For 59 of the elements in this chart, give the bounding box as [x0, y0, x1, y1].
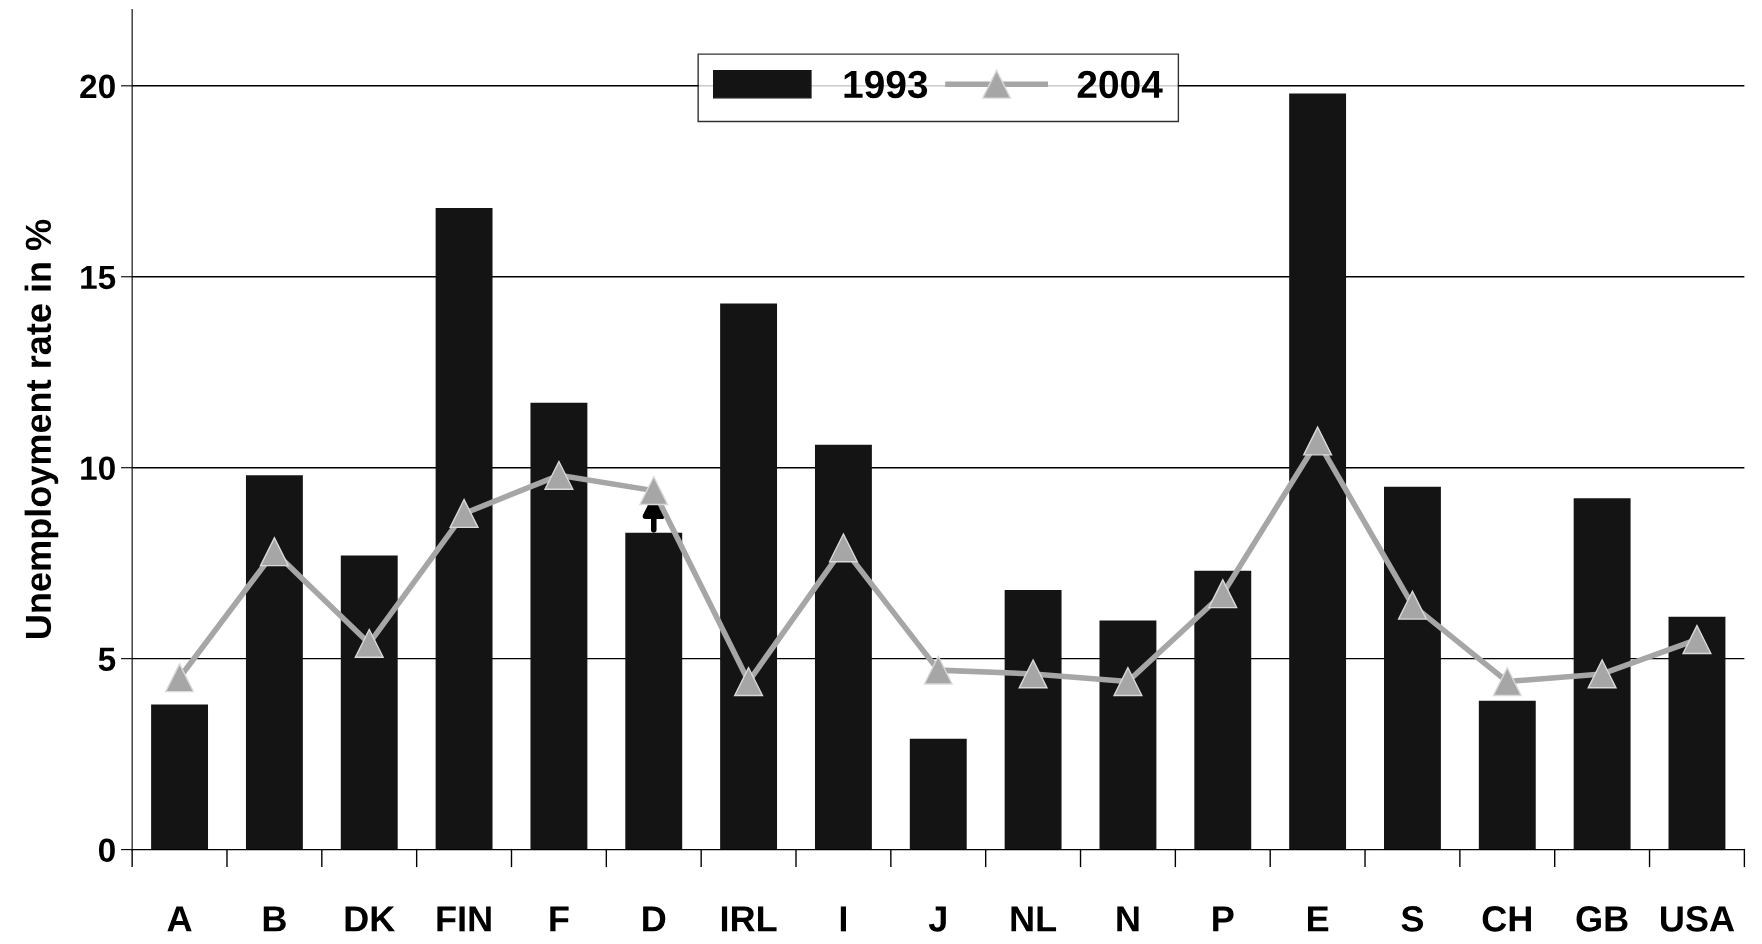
bar: [814, 444, 872, 850]
x-tick-label: I: [840, 906, 847, 932]
point: [1303, 426, 1333, 456]
bar: [1099, 620, 1157, 850]
x-tick-label: B: [263, 906, 286, 932]
point: [1682, 624, 1712, 655]
x-tick-label: N: [1117, 906, 1139, 932]
x-tick-label: J: [928, 906, 946, 932]
bar: [340, 555, 398, 850]
x-tick-label: CH: [1482, 906, 1531, 932]
bar: [530, 402, 588, 850]
y-tick-label: 15: [81, 265, 116, 290]
y-tick-label: 5: [98, 647, 116, 672]
point: [1397, 590, 1428, 620]
y-tick-label: 0: [98, 838, 115, 863]
point: [1018, 659, 1048, 689]
bar: [625, 532, 683, 850]
x-tick-label: NL: [1011, 906, 1057, 932]
x-tick-label: A: [167, 906, 192, 932]
x-tick-label: USA: [1661, 906, 1735, 932]
bar: [151, 704, 209, 850]
point: [259, 537, 289, 567]
y-tick-label: 10: [81, 456, 115, 481]
x-tick-label: GB: [1576, 906, 1628, 932]
point: [1113, 666, 1143, 697]
y-axis-title: Unemployment rate in %: [24, 219, 59, 639]
bar: [1004, 589, 1062, 850]
x-tick-label: FIN: [437, 906, 491, 932]
point: [1208, 579, 1238, 609]
bar: [909, 738, 967, 850]
point: [1587, 659, 1617, 689]
x-tick-label: P: [1213, 906, 1234, 932]
bar: [1573, 498, 1631, 850]
x-tick-label: F: [550, 906, 569, 932]
bar: [1384, 486, 1441, 850]
point: [449, 498, 479, 529]
bar: [1668, 616, 1726, 850]
x-tick-label: S: [1401, 906, 1424, 932]
x-tick-label: DK: [345, 906, 395, 932]
point: [828, 533, 859, 563]
point: [1492, 666, 1522, 697]
legend-label: 2004: [1077, 70, 1163, 99]
legend-label: 1993: [844, 70, 928, 99]
bar: [245, 475, 303, 850]
x-tick-label: IRL: [721, 906, 777, 932]
y-tick-label: 20: [80, 74, 115, 99]
bar: [1289, 93, 1347, 850]
point: [164, 663, 195, 693]
bar: [1478, 700, 1536, 850]
point: [734, 666, 764, 697]
bar: [720, 303, 778, 850]
bar: [435, 208, 493, 850]
point: [639, 476, 669, 506]
x-tick-label: E: [1307, 906, 1329, 932]
point: [923, 655, 953, 685]
point: [354, 628, 384, 658]
bar: [1194, 570, 1252, 850]
point: [544, 460, 574, 490]
x-tick-label: D: [643, 906, 666, 932]
